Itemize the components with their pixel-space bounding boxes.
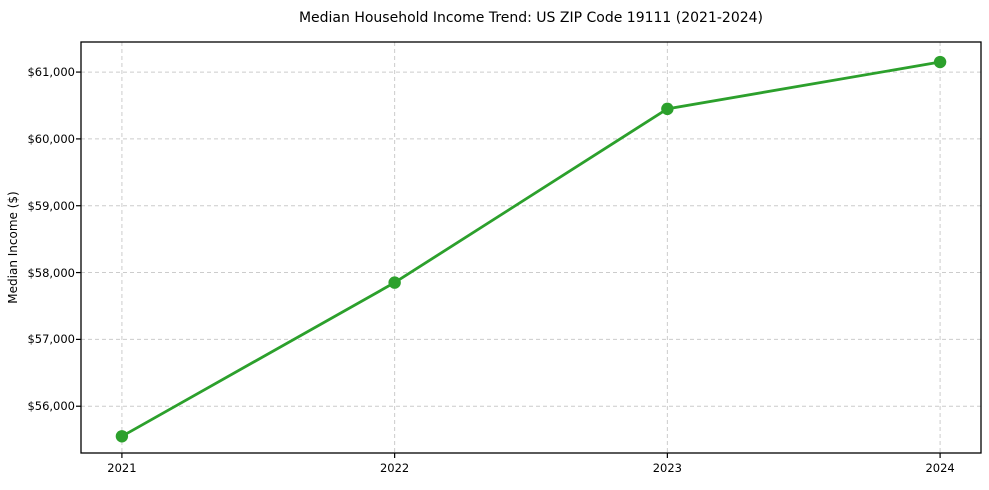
chart-title: Median Household Income Trend: US ZIP Co… bbox=[298, 10, 764, 26]
x-tick-label: 2022 bbox=[379, 461, 410, 475]
data-point bbox=[388, 276, 401, 289]
x-tick-label: 2021 bbox=[107, 461, 137, 475]
y-tick-label: $61,000 bbox=[27, 65, 75, 80]
income-trend-line bbox=[120, 60, 942, 438]
y-tick-label: $59,000 bbox=[27, 198, 75, 213]
plot-border bbox=[80, 41, 982, 454]
y-tick-label: $60,000 bbox=[27, 131, 75, 146]
y-tick-label: $57,000 bbox=[27, 332, 75, 347]
x-tick-label: 2023 bbox=[652, 461, 682, 475]
data-point bbox=[115, 430, 129, 443]
y-tick-label: $58,000 bbox=[27, 265, 75, 280]
x-tick-label: 2024 bbox=[925, 461, 955, 475]
data-point bbox=[933, 55, 947, 69]
y-tick-label: $56,000 bbox=[27, 399, 75, 414]
data-point bbox=[661, 102, 674, 116]
